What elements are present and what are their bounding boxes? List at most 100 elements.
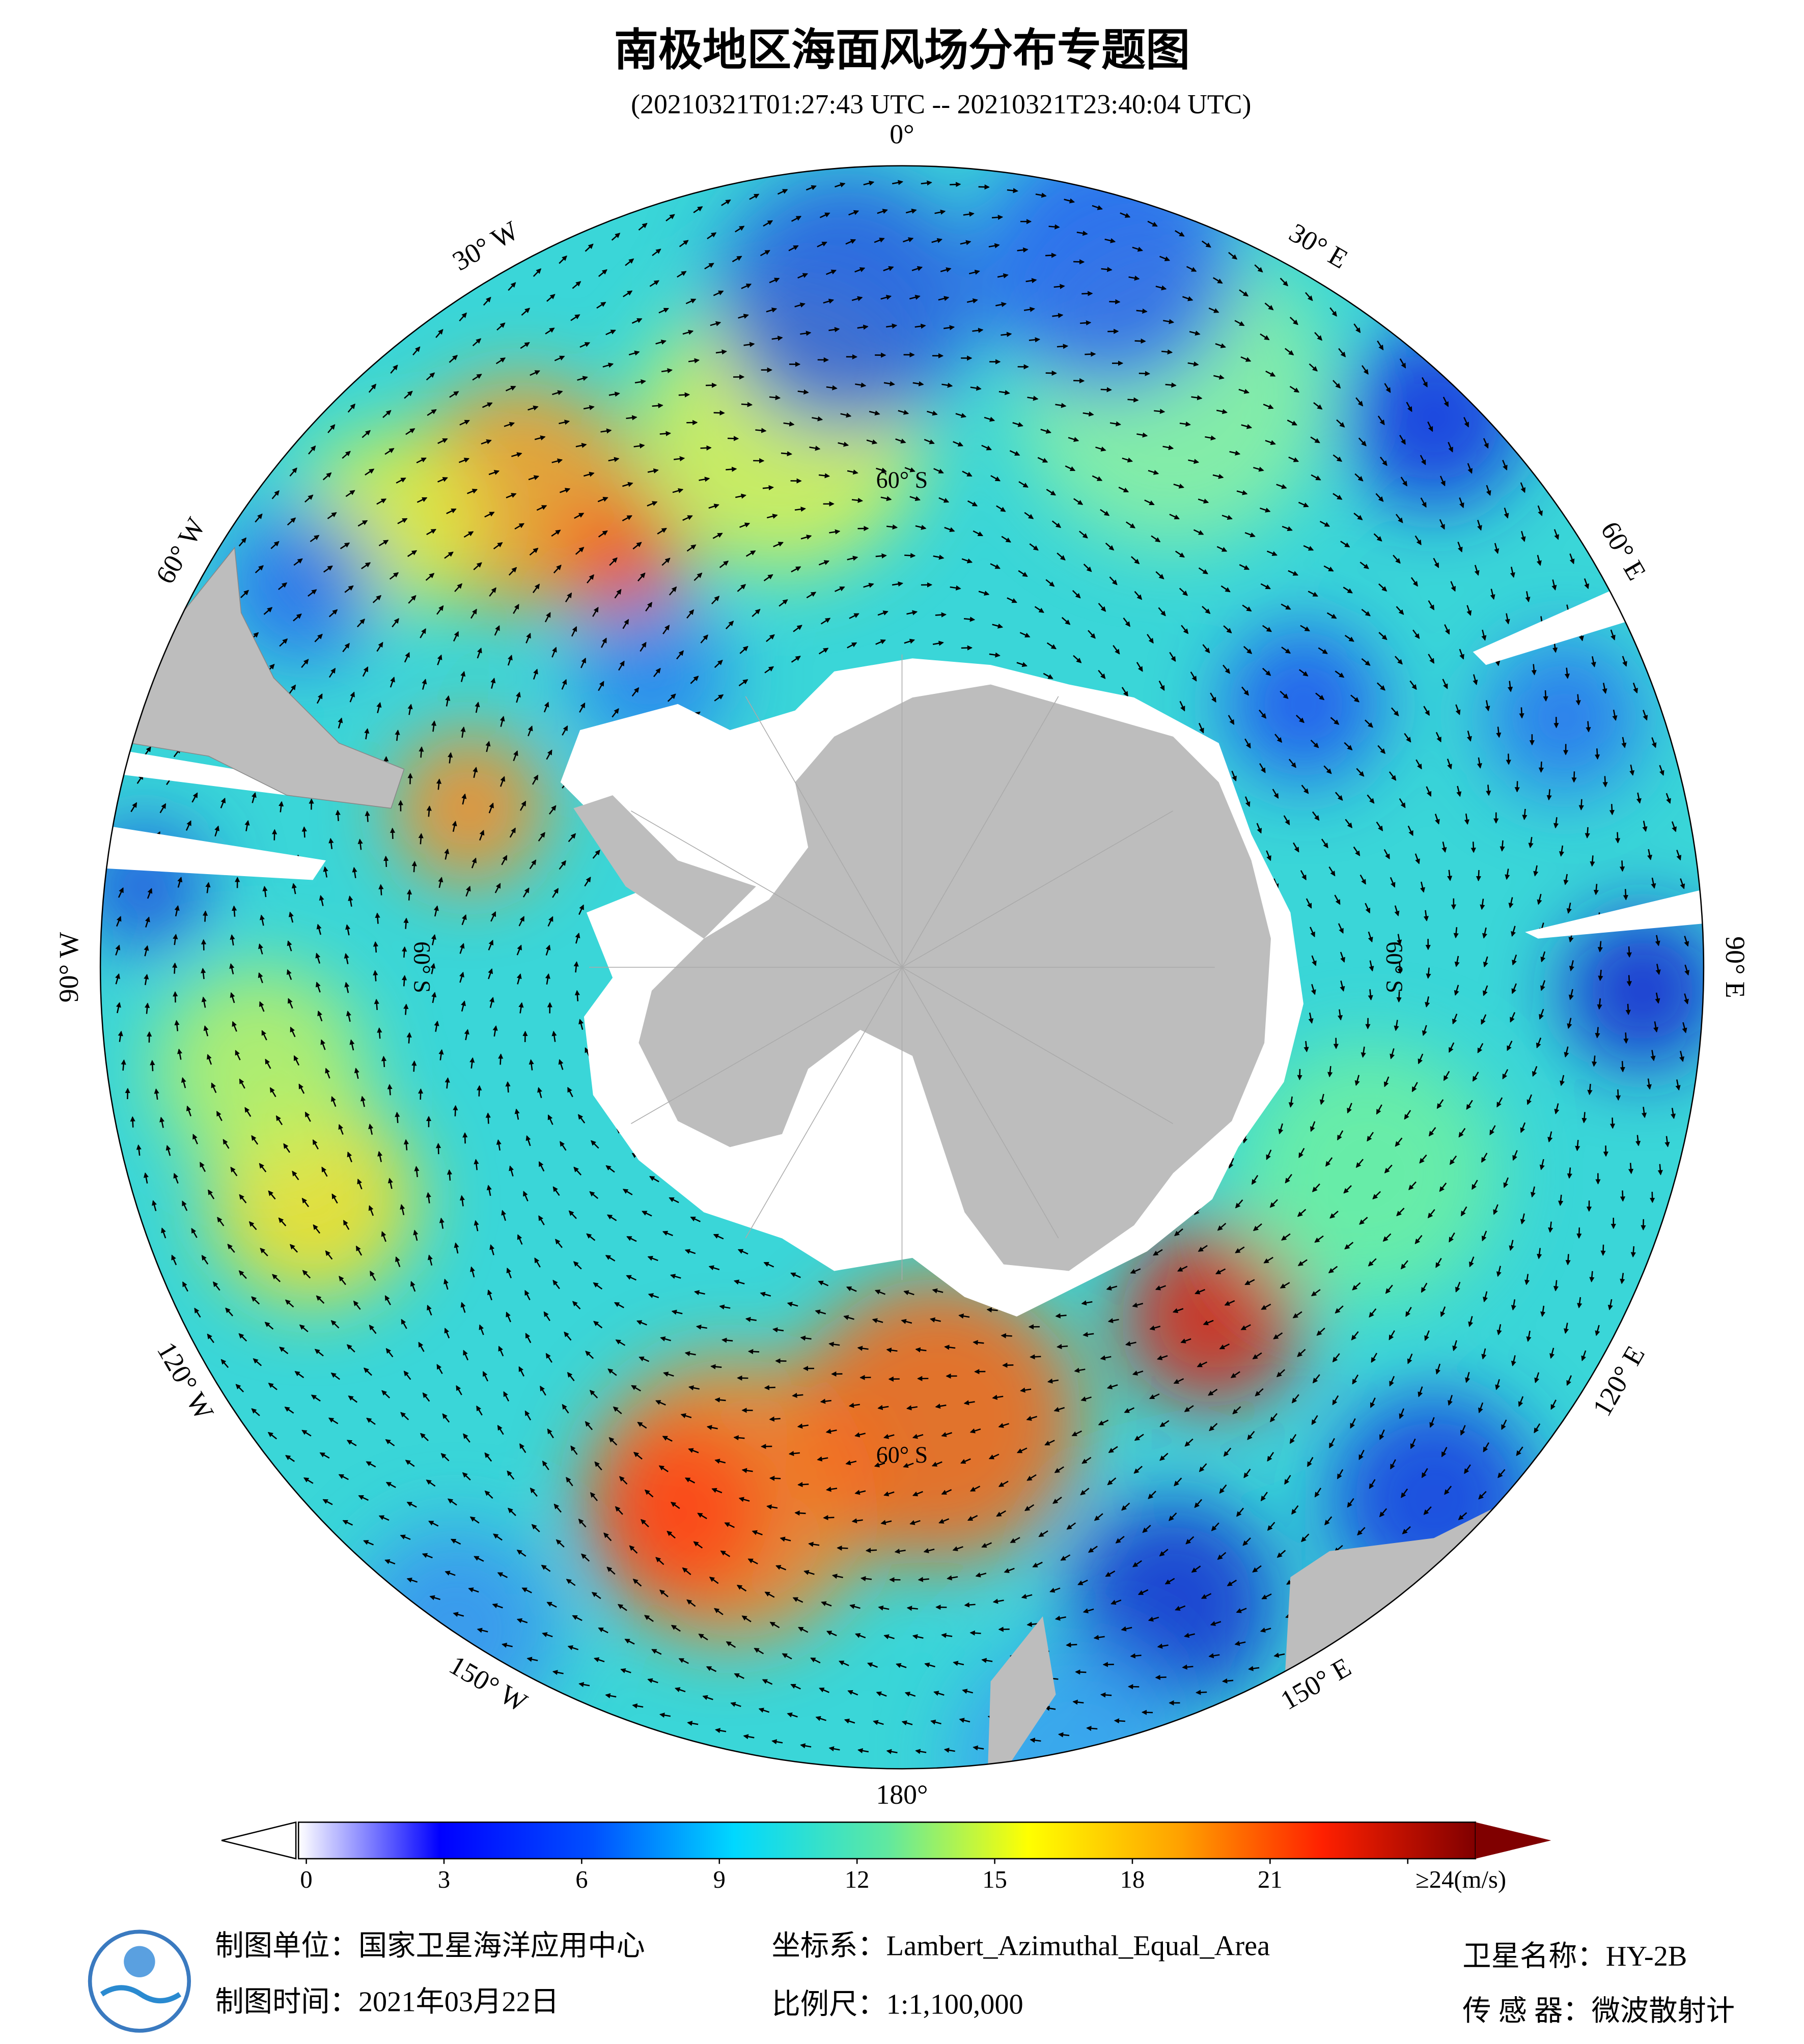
wind-arrow: [1173, 1378, 1184, 1384]
wind-arrow: [1367, 794, 1375, 804]
wind-arrow: [1001, 1333, 1012, 1338]
wind-arrow: [465, 885, 471, 897]
wind-arrow: [1590, 855, 1595, 867]
wind-arrow: [903, 1290, 914, 1296]
wind-arrow: [1244, 796, 1251, 807]
wind-arrow: [232, 905, 237, 917]
wind-arrow: [605, 1165, 615, 1173]
wind-arrow: [381, 1055, 387, 1068]
wind-arrow: [538, 1161, 545, 1172]
wind-arrow: [506, 1311, 511, 1323]
logo-globe: [124, 1946, 155, 1977]
footer-satellite: 卫星名称：HY-2B: [1462, 1941, 1687, 1972]
footer-sensor: 传 感 器：微波散射计: [1462, 1996, 1735, 2027]
wind-arrow: [1141, 1710, 1153, 1715]
wind-arrow: [533, 668, 538, 680]
wind-arrow: [445, 695, 451, 707]
wind-arrow: [492, 1025, 498, 1037]
wind-arrow: [877, 610, 889, 616]
wind-arrow: [426, 805, 432, 817]
wind-arrow: [1581, 1112, 1587, 1124]
wind-arrow: [1125, 521, 1136, 528]
wind-arrow: [660, 1336, 671, 1341]
wind-arrow: [762, 485, 774, 491]
wind-arrow: [820, 618, 831, 625]
wind-arrow: [662, 1230, 673, 1237]
wind-arrow: [561, 679, 567, 690]
wind-arrow: [1361, 1046, 1366, 1058]
wind-arrow: [1190, 671, 1197, 682]
wind-arrow: [150, 1059, 155, 1072]
wind-arrow: [708, 1265, 720, 1271]
shade-patch: [391, 730, 548, 887]
wind-arrow: [847, 555, 858, 561]
wind-arrow: [1340, 981, 1345, 992]
footer-producer: 制图单位：国家卫星海洋应用中心: [215, 1930, 645, 1962]
wind-arrow: [488, 802, 494, 814]
latitude-label: 60° S: [409, 941, 435, 993]
shade-patch: [716, 170, 978, 431]
wind-arrow: [1155, 571, 1164, 580]
wind-arrow: [501, 1210, 507, 1221]
wind-arrow: [1395, 1137, 1403, 1147]
wind-arrow: [1260, 583, 1271, 590]
wind-arrow: [662, 625, 670, 634]
wind-arrow: [494, 625, 500, 636]
wind-arrow: [589, 1191, 599, 1199]
wind-arrow: [845, 1460, 857, 1466]
wind-arrow: [969, 1428, 981, 1434]
wind-arrow: [547, 1114, 553, 1125]
wind-arrow: [1365, 719, 1373, 728]
wind-arrow: [895, 438, 906, 444]
wind-arrow: [1073, 498, 1084, 505]
wind-arrow: [1197, 1361, 1208, 1367]
wind-arrow: [573, 1166, 582, 1175]
wind-arrow: [452, 821, 457, 832]
wind-arrow: [1134, 338, 1146, 344]
wind-arrow: [680, 1413, 692, 1418]
wind-arrow: [1098, 669, 1106, 679]
wind-arrow: [1113, 645, 1120, 655]
wind-arrow: [439, 1217, 445, 1229]
wind-arrow: [978, 591, 990, 596]
wind-arrow: [992, 623, 1004, 629]
wind-arrow: [1303, 1041, 1309, 1052]
wind-arrow: [721, 1337, 733, 1343]
wind-arrow: [726, 466, 737, 472]
wind-arrow: [1065, 465, 1076, 471]
wind-arrow: [990, 475, 1001, 482]
wind-arrow: [1261, 1303, 1271, 1310]
wind-arrow: [1383, 849, 1390, 859]
wind-arrow: [1071, 1430, 1083, 1437]
wind-arrow: [645, 602, 653, 612]
wind-arrow: [419, 746, 424, 758]
wind-arrow: [578, 904, 584, 915]
wind-arrow: [464, 1029, 469, 1041]
wind-arrow: [1285, 1173, 1292, 1184]
wind-arrow: [892, 581, 904, 587]
wind-arrow: [173, 991, 178, 1003]
wind-arrow: [613, 1406, 622, 1414]
wind-arrow: [1500, 840, 1505, 852]
wind-arrow: [516, 973, 522, 985]
wind-arrow: [1278, 1123, 1284, 1135]
wind-arrow: [745, 1317, 757, 1322]
wind-arrow: [387, 1178, 393, 1189]
wind-arrow: [901, 1319, 912, 1324]
wind-arrow: [953, 441, 964, 446]
wind-arrow: [1344, 1242, 1354, 1250]
wind-arrow: [1235, 1246, 1245, 1253]
wind-arrow: [1026, 1474, 1037, 1481]
wind-arrow: [1240, 1324, 1251, 1330]
wind-arrow: [693, 1290, 705, 1296]
wind-arrow: [648, 1293, 659, 1299]
latitude-label: 60° S: [876, 467, 928, 493]
wind-arrow: [435, 1142, 441, 1155]
wind-arrow: [544, 612, 551, 623]
wind-arrow: [1007, 597, 1017, 603]
wind-arrow: [1269, 1199, 1279, 1208]
wind-arrow: [1394, 905, 1400, 916]
wind-arrow: [1514, 781, 1520, 793]
wind-arrow: [1242, 604, 1252, 612]
wind-arrow: [708, 503, 719, 509]
